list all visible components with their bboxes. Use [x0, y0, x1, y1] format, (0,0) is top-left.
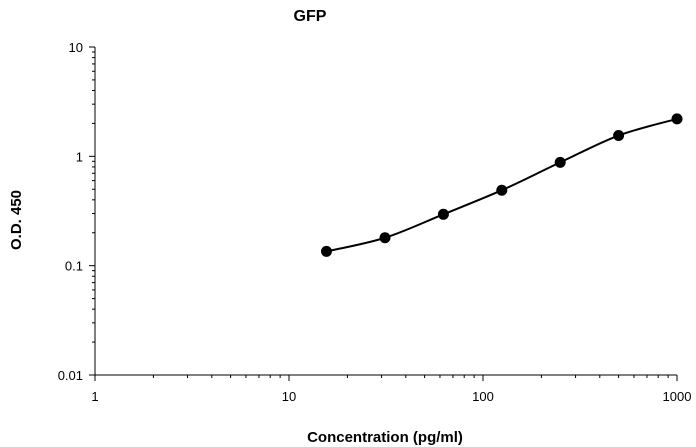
- data-point: [671, 113, 683, 125]
- y-tick-label: 0.1: [65, 259, 83, 274]
- data-series: [320, 113, 683, 257]
- x-tick-label: 10: [282, 389, 296, 404]
- x-axis-title: Concentration (pg/ml): [307, 429, 463, 446]
- y-tick-label: 1: [76, 149, 83, 164]
- x-tick-label: 1000: [663, 389, 692, 404]
- chart-title: GFP: [294, 8, 327, 25]
- axes: 0.01 0.1 1 10 1 10 100 1000: [58, 40, 692, 404]
- data-point: [320, 245, 332, 257]
- y-tick-label: 10: [69, 40, 83, 55]
- y-axis-title: O.D. 450: [8, 190, 25, 250]
- data-point: [613, 130, 625, 142]
- x-tick-label: 100: [472, 389, 494, 404]
- x-tick-label: 1: [91, 389, 98, 404]
- data-point: [437, 208, 449, 220]
- y-tick-label: 0.01: [58, 368, 83, 383]
- data-point: [554, 156, 566, 168]
- data-point: [379, 232, 391, 244]
- data-point: [496, 184, 508, 196]
